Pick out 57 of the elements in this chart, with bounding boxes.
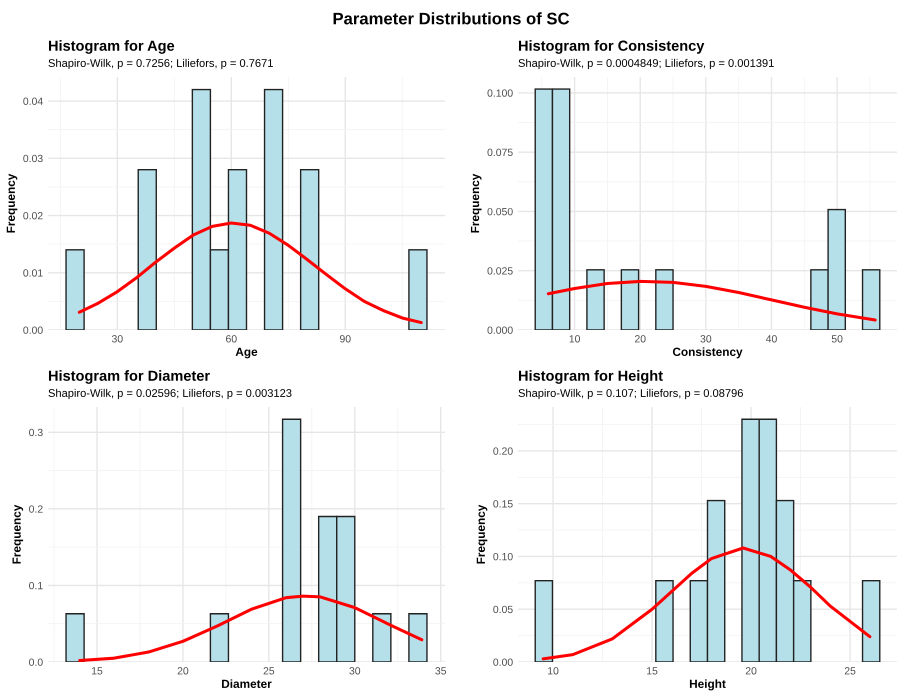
y-tick-label: 0.02 — [23, 212, 43, 220]
x-tick-label: 10 — [548, 667, 558, 675]
y-axis-title: Frequency — [476, 504, 488, 564]
x-tick-label: 30 — [112, 335, 123, 343]
x-tick-label: 20 — [178, 667, 188, 675]
text: Parameter Distributions of SC — [334, 12, 570, 24]
chart-title: Histogram for Age — [48, 40, 174, 54]
y-tick-label: 0.025 — [487, 267, 513, 275]
y-tick-label: 0.10 — [493, 552, 513, 560]
x-tick-label: 25 — [264, 667, 274, 675]
x-tick-label: 10 — [570, 335, 580, 343]
y-tick-label: 0.00 — [23, 326, 43, 334]
chart-subtitle: Shapiro-Wilk, p = 0.02596; Liliefors, p = 0.003123 — [48, 388, 292, 400]
x-axis-title: Age — [236, 348, 258, 358]
x-tick-label: 50 — [832, 335, 842, 343]
y-tick-label: 0.01 — [23, 269, 43, 277]
x-tick-label: 15 — [92, 667, 102, 675]
y-tick-label: 0.0 — [29, 658, 43, 666]
y-tick-label: 0.05 — [493, 606, 513, 614]
chart-title: Histogram for Diameter — [48, 370, 210, 384]
y-tick-label: 0.00 — [493, 658, 513, 666]
y-axis-title: Frequency — [12, 504, 24, 564]
x-axis-title: Height — [690, 679, 726, 690]
y-tick-label: 0.20 — [493, 447, 513, 455]
x-tick-label: 35 — [435, 667, 446, 675]
x-tick-label: 90 — [340, 335, 351, 343]
x-tick-label: 30 — [700, 335, 712, 343]
x-tick-label: 40 — [766, 335, 777, 343]
y-tick-label: 0.000 — [487, 326, 513, 334]
line-series — [542, 546, 872, 660]
y-tick-label: 0.050 — [487, 208, 513, 216]
y-tick-label: 0.075 — [487, 148, 513, 156]
x-tick-label: 25 — [844, 667, 856, 675]
y-tick-label: 0.3 — [29, 428, 43, 436]
chart-subtitle: Shapiro-Wilk, p = 0.7256; Liliefors, p = 0.7671 — [48, 58, 273, 70]
y-tick-label: 0.2 — [29, 505, 43, 513]
y-tick-label: 0.03 — [23, 154, 43, 162]
y-tick-label: 0.1 — [29, 582, 43, 590]
x-tick-label: 15 — [647, 667, 658, 675]
chart-title: Histogram for Consistency — [518, 40, 704, 54]
y-axis-title: Frequency — [6, 174, 18, 233]
line-series — [78, 594, 424, 662]
y-tick-label: 0.15 — [493, 500, 513, 508]
chart-title: Histogram for Height — [518, 370, 663, 384]
line-series — [78, 221, 423, 324]
x-tick-label: 60 — [226, 335, 237, 343]
x-axis-title: Diameter — [222, 679, 272, 688]
chart-subtitle: Shapiro-Wilk, p = 0.0004849; Liliefors, p = 0.001391 — [518, 58, 774, 70]
x-tick-label: 30 — [349, 667, 360, 675]
x-tick-label: 20 — [634, 335, 646, 343]
x-axis-title: Consistency — [672, 347, 743, 358]
line-series — [546, 280, 877, 322]
x-tick-label: 20 — [746, 667, 756, 675]
y-axis-title: Frequency — [470, 174, 482, 233]
y-tick-label: 0.04 — [23, 98, 43, 105]
y-tick-label: 0.100 — [487, 89, 513, 97]
chart-subtitle: Shapiro-Wilk, p = 0.107; Liliefors, p = 0.08796 — [518, 388, 743, 400]
